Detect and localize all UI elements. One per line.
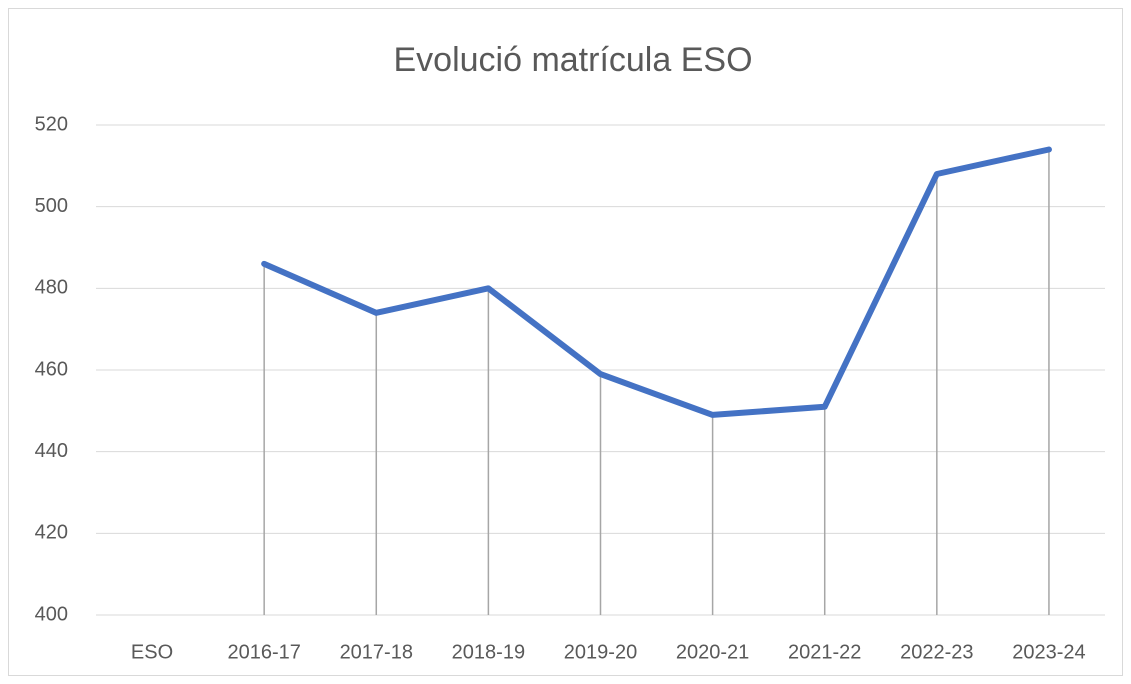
y-tick-label: 480 [35, 277, 68, 299]
y-tick-label: 520 [35, 113, 68, 135]
x-tick-label: 2022-23 [900, 641, 973, 663]
x-tick-label: ESO [131, 641, 173, 663]
y-tick-label: 400 [35, 603, 68, 625]
chart-title: Evolució matrícula ESO [393, 41, 752, 79]
x-tick-label: 2019-20 [564, 641, 637, 663]
y-tick-label: 500 [35, 195, 68, 217]
x-tick-label: 2016-17 [227, 641, 300, 663]
y-tick-label: 440 [35, 440, 68, 462]
x-tick-label: 2021-22 [788, 641, 861, 663]
x-tick-label: 2018-19 [452, 641, 525, 663]
x-tick-label: 2023-24 [1012, 641, 1085, 663]
chart-border [8, 8, 1123, 676]
y-tick-label: 460 [35, 358, 68, 380]
y-tick-label: 420 [35, 522, 68, 544]
x-tick-label: 2020-21 [676, 641, 749, 663]
series-line [261, 146, 1052, 418]
x-tick-label: 2017-18 [340, 641, 413, 663]
